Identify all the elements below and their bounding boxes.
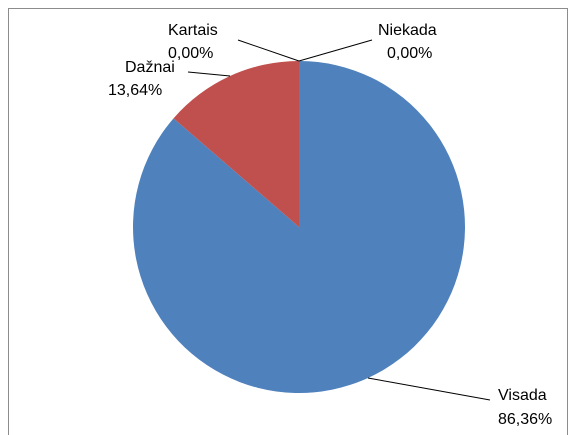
- label-value-kartais: 0,00%: [168, 45, 213, 62]
- leader-line-visada: [367, 377, 491, 401]
- label-value-visada: 86,36%: [498, 411, 552, 428]
- label-category-kartais: Kartais: [168, 22, 218, 39]
- label-category-visada: Visada: [498, 387, 547, 404]
- label-value-daznai: 13,64%: [108, 82, 162, 99]
- pie-slices: [132, 61, 465, 393]
- label-category-niekada: Niekada: [378, 22, 437, 39]
- leader-line-dažnai: [187, 71, 231, 77]
- label-value-niekada: 0,00%: [387, 45, 432, 62]
- leader-line-kartais: [237, 39, 300, 62]
- leader-lines: [187, 39, 491, 401]
- pie-slice-dažnai: [173, 61, 299, 227]
- label-category-daznai: Dažnai: [125, 59, 175, 76]
- leader-line-niekada: [298, 39, 373, 62]
